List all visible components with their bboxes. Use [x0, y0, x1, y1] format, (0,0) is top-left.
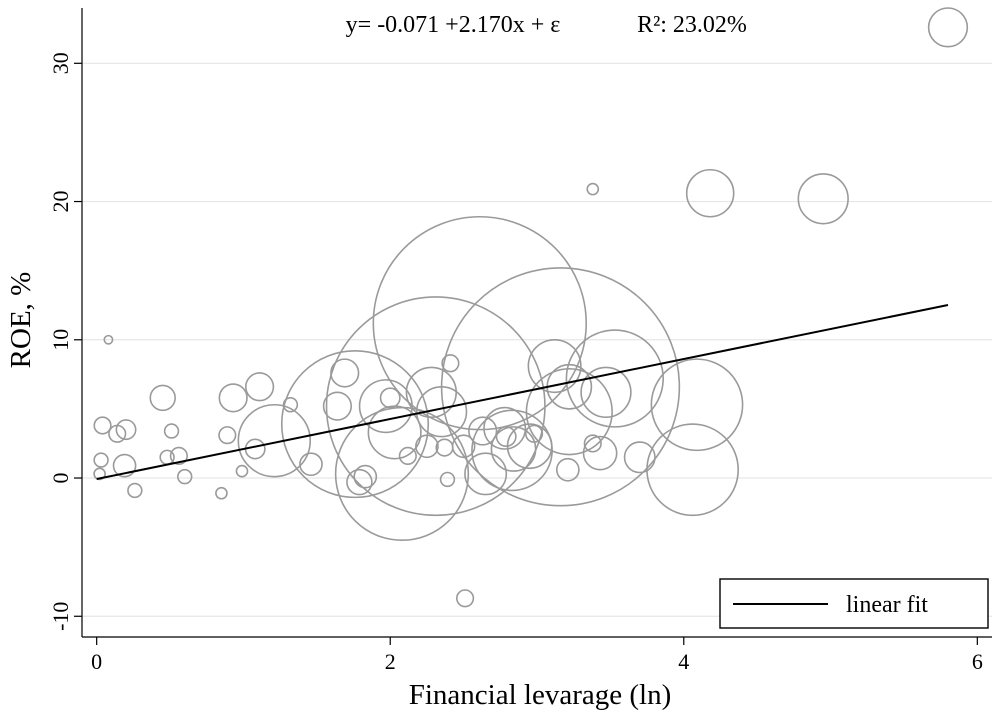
data-point: [358, 379, 413, 434]
data-point: [244, 372, 275, 402]
fit-layer: [96, 304, 949, 480]
regression-equation: y= -0.071 +2.170x + ε: [346, 12, 561, 38]
data-point: [685, 168, 735, 218]
y-tick-label: 10: [48, 329, 73, 351]
data-point: [464, 452, 508, 496]
data-point: [372, 215, 588, 431]
x-tick-label: 0: [91, 649, 102, 674]
linear-fit-line: [96, 304, 949, 480]
gridlines: [82, 62, 992, 617]
data-point: [441, 354, 460, 373]
data-point: [527, 338, 582, 394]
data-point: [93, 416, 112, 435]
data-point: [623, 441, 656, 474]
r-squared-label: R²: 23.02%: [637, 12, 747, 38]
data-point: [650, 358, 744, 452]
x-tick-label: 6: [972, 649, 983, 674]
y-tick-label: 0: [48, 473, 73, 484]
data-point: [346, 468, 373, 496]
data-point: [490, 426, 537, 472]
data-point: [115, 419, 137, 441]
data-point: [112, 453, 137, 478]
data-point: [927, 7, 969, 48]
data-point: [555, 457, 580, 482]
data-point: [468, 416, 498, 446]
data-point: [353, 464, 378, 489]
data-point: [169, 446, 188, 465]
data-point: [93, 452, 109, 468]
data-point: [451, 434, 476, 459]
data-point: [235, 464, 249, 478]
bubble-series: [93, 7, 969, 608]
data-point: [127, 482, 143, 499]
data-point: [159, 449, 175, 465]
y-tick-label: 20: [48, 191, 73, 213]
data-point: [379, 387, 401, 409]
data-point: [495, 426, 517, 448]
data-point: [583, 434, 602, 453]
data-point: [483, 406, 527, 450]
data-point: [163, 423, 180, 439]
y-tick-label: -10: [48, 602, 73, 631]
data-point: [218, 426, 237, 445]
x-tick-label: 4: [678, 649, 689, 674]
data-point: [282, 397, 299, 413]
data-point: [546, 363, 593, 410]
data-point: [435, 438, 454, 457]
data-point: [415, 385, 468, 438]
data-point: [215, 486, 228, 500]
x-tick-label: 2: [385, 649, 396, 674]
data-point: [586, 182, 600, 196]
data-point: [582, 435, 618, 471]
data-point: [218, 383, 248, 413]
data-point: [237, 403, 312, 478]
data-point: [646, 423, 740, 517]
legend-label-linear-fit: linear fit: [846, 592, 928, 618]
legend: linear fit: [719, 578, 989, 629]
data-point: [525, 368, 613, 456]
data-point: [455, 589, 475, 608]
data-point: [280, 350, 430, 499]
data-point: [330, 358, 360, 388]
data-point: [524, 424, 544, 443]
data-point: [415, 434, 439, 459]
data-point: [299, 452, 323, 477]
data-point: [398, 446, 417, 465]
data-point: [177, 468, 193, 485]
data-point: [103, 334, 114, 345]
data-point: [797, 173, 849, 225]
x-axis-title: Financial levarage (ln): [409, 679, 672, 711]
data-point: [565, 329, 664, 428]
data-point: [149, 384, 176, 412]
data-point: [325, 296, 546, 517]
axes: -10 0 10 20 30 0 2 4 6: [48, 8, 992, 674]
data-point: [439, 471, 456, 488]
data-point: [580, 366, 632, 418]
data-point: [322, 391, 353, 421]
y-tick-label: 30: [48, 52, 73, 74]
y-axis-title: ROE, %: [5, 272, 37, 369]
data-point: [108, 424, 127, 443]
